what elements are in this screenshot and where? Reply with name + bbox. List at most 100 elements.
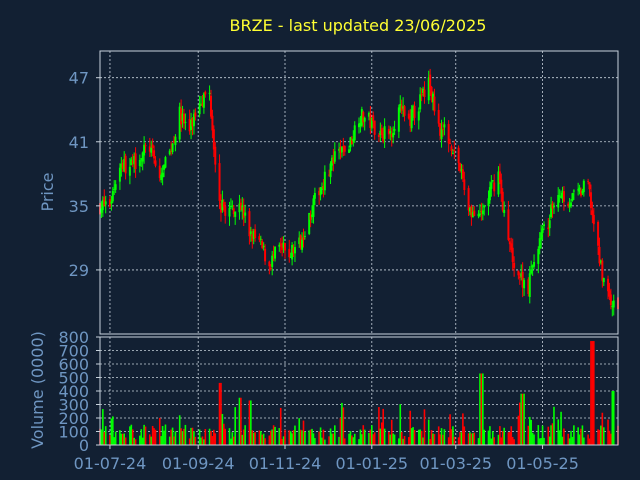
volume-bar	[139, 435, 141, 445]
candle-body	[457, 147, 460, 163]
candle-body	[362, 112, 365, 123]
volume-bar	[509, 431, 511, 445]
volume-bar	[537, 425, 540, 445]
volume-bar	[433, 434, 436, 445]
volume-bar	[419, 429, 421, 445]
volume-bar	[242, 429, 245, 445]
candle-body	[123, 158, 126, 172]
candle-body	[389, 131, 392, 134]
volume-bar	[530, 419, 532, 445]
volume-bar	[541, 425, 544, 445]
candle-body	[521, 271, 524, 288]
candle-body	[599, 260, 602, 263]
candle-body	[581, 190, 584, 194]
volume-bar	[442, 434, 444, 445]
volume-bar	[400, 431, 403, 445]
candle-body	[181, 113, 184, 122]
volume-bar	[294, 425, 296, 445]
volume-bar	[258, 430, 261, 445]
candle-body	[191, 118, 194, 127]
candle-body	[608, 290, 611, 297]
volume-bar	[154, 429, 157, 445]
volume-bar	[440, 428, 443, 445]
candle-body	[387, 128, 390, 135]
candle-body	[571, 193, 574, 201]
volume-bar	[398, 438, 400, 445]
volume-bar	[200, 437, 202, 445]
volume-bar	[231, 432, 234, 445]
candle-body	[154, 160, 157, 166]
volume-bar	[240, 397, 242, 445]
candle-body	[228, 207, 231, 217]
volume-bar	[420, 430, 423, 445]
volume-tick-label: 500	[58, 369, 89, 388]
volume-bar	[547, 426, 550, 445]
candle-body	[274, 246, 277, 259]
volume-bar	[140, 429, 143, 445]
volume-bar	[168, 436, 171, 445]
volume-bar	[402, 438, 404, 445]
candle-body	[333, 151, 336, 162]
candle-body	[328, 174, 331, 176]
volume-bar	[110, 418, 113, 445]
candle-body	[439, 123, 442, 136]
candle-body	[611, 305, 614, 308]
volume-bar	[459, 432, 461, 445]
price-tick-label: 47	[69, 69, 89, 88]
volume-bar	[130, 424, 133, 445]
volume-bar	[328, 436, 330, 445]
volume-bar	[479, 373, 481, 445]
volume-bar	[372, 434, 375, 445]
candle-body	[302, 237, 305, 241]
volume-bar	[278, 428, 281, 445]
candle-body	[598, 246, 601, 264]
price-axis-label: Price	[38, 172, 57, 211]
volume-bar	[282, 436, 285, 445]
candle-body	[268, 261, 271, 267]
volume-bar	[224, 428, 227, 445]
volume-bar	[314, 438, 316, 445]
volume-bar	[214, 433, 217, 445]
candle-body	[272, 254, 275, 256]
volume-bar	[393, 434, 396, 445]
volume-bar	[548, 436, 551, 445]
candle-body	[393, 129, 396, 131]
volume-bar	[581, 425, 584, 445]
candle-body	[470, 205, 473, 218]
volume-tick-label: 700	[58, 342, 89, 361]
volume-bar	[261, 434, 264, 445]
volume-bar	[129, 426, 131, 445]
volume-bar	[352, 437, 355, 445]
volume-bar	[553, 406, 555, 445]
volume-bar	[302, 420, 305, 445]
volume-bar	[163, 430, 165, 445]
volume-bar	[338, 436, 340, 445]
candle-body	[174, 136, 177, 146]
volume-bar	[427, 419, 430, 445]
candle-body	[291, 245, 294, 260]
candle-body	[289, 256, 292, 258]
candle-body	[262, 245, 265, 248]
candle-body	[419, 94, 422, 110]
volume-bar	[511, 436, 514, 445]
volume-bar	[279, 407, 282, 445]
volume-bar	[359, 429, 362, 445]
candle-body	[363, 117, 366, 122]
volume-bar	[408, 437, 410, 445]
volume-bar	[193, 431, 195, 445]
candle-body	[533, 261, 536, 267]
x-tick-label: 01-11-24	[249, 454, 322, 473]
candle-body	[261, 240, 264, 249]
volume-bar	[593, 341, 595, 445]
candle-body	[201, 103, 204, 106]
candle-body	[330, 157, 333, 166]
candle-body	[100, 208, 103, 213]
candle-body	[171, 143, 174, 153]
volume-bar	[213, 429, 215, 445]
candle-body	[601, 260, 604, 281]
candle-body	[173, 140, 175, 143]
volume-bar	[358, 439, 360, 445]
candle-body	[281, 243, 284, 250]
candle-body	[410, 109, 413, 129]
volume-bar	[571, 436, 574, 445]
